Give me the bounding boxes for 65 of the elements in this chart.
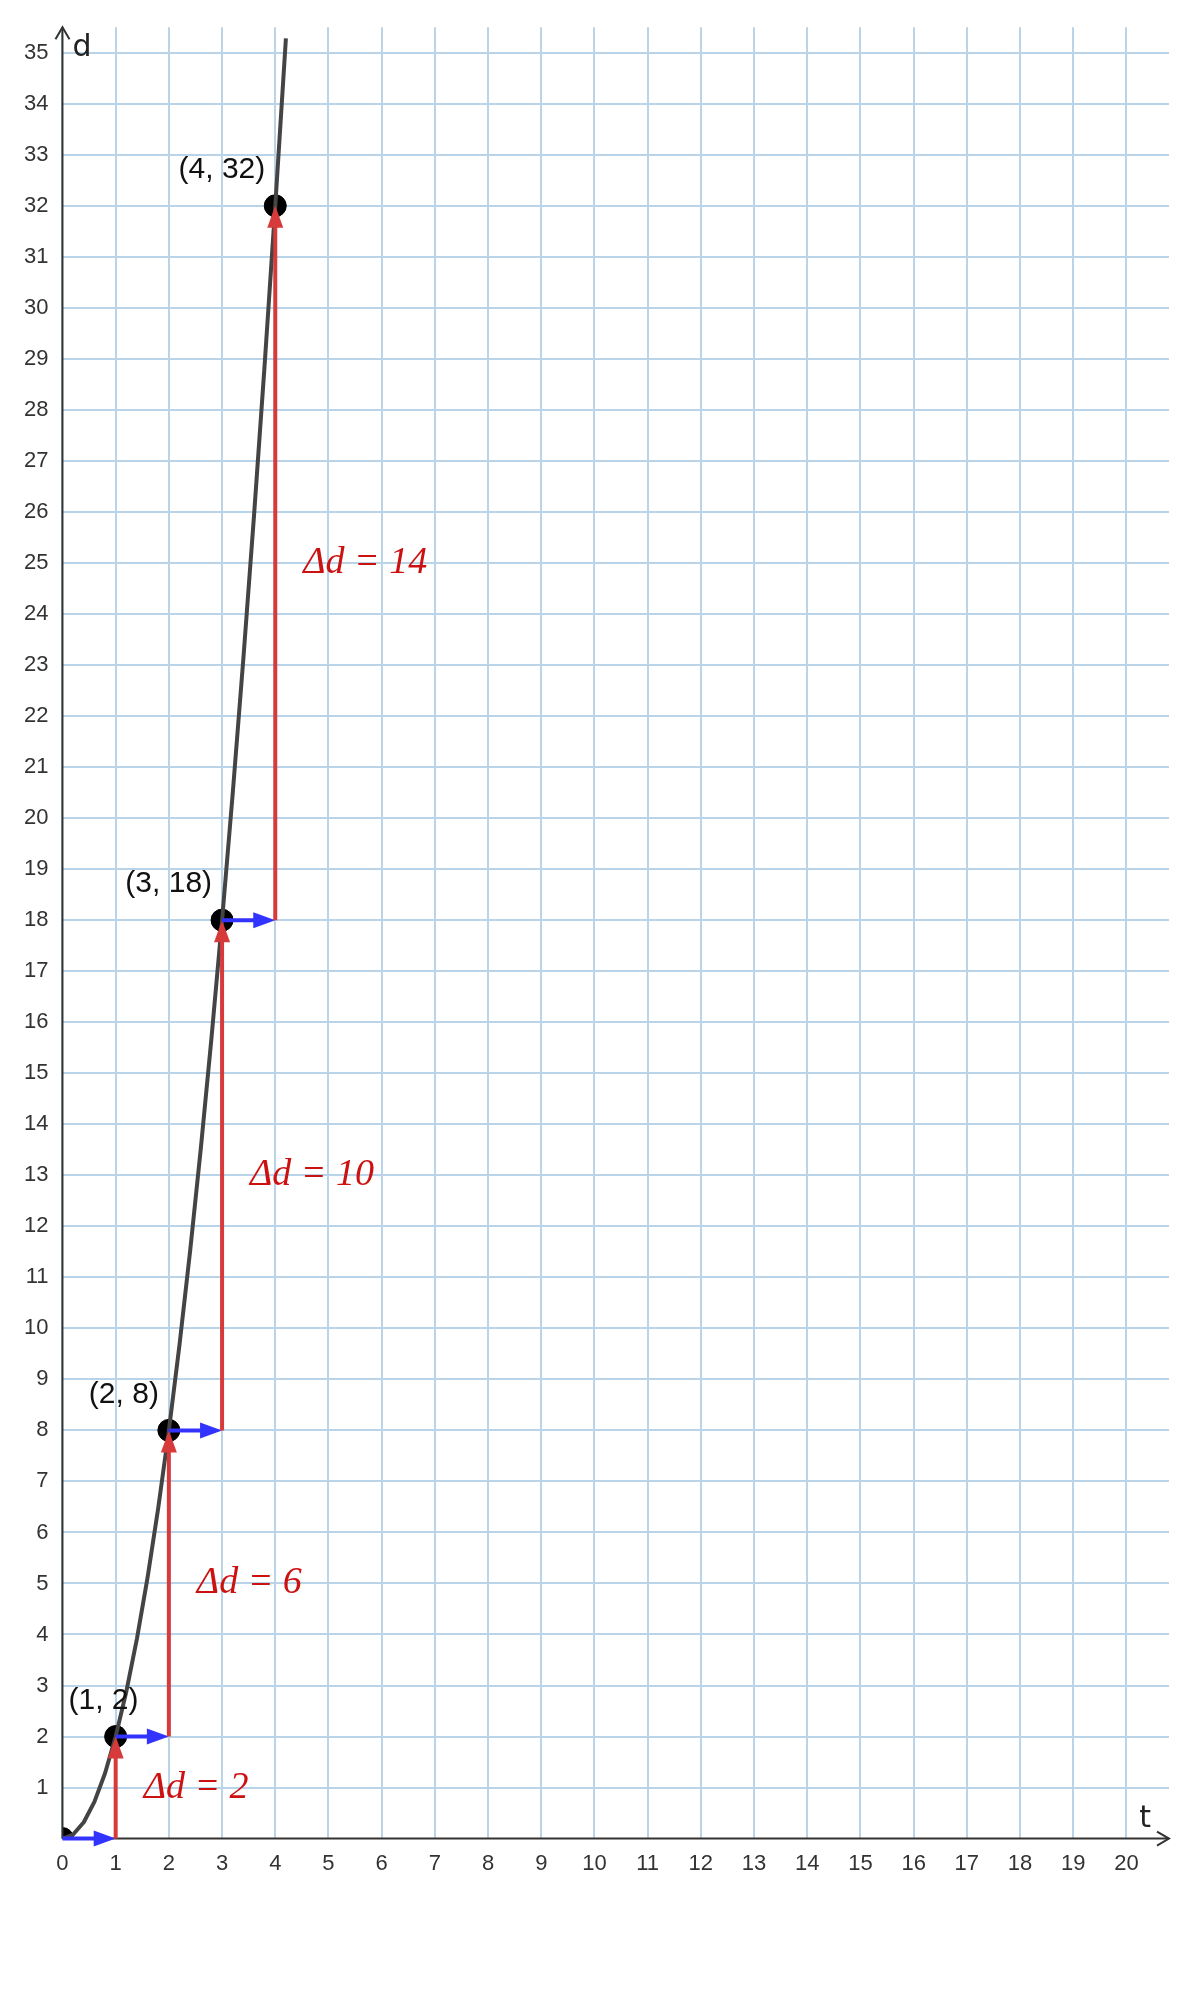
annotation: Δd = 6 — [194, 1559, 302, 1602]
y-tick-label: 10 — [23, 1314, 49, 1340]
y-tick-label: 21 — [23, 753, 49, 779]
y-tick-label: 4 — [36, 1620, 49, 1646]
y-tick-label: 3 — [36, 1671, 49, 1697]
annotation: (4, 32) — [178, 151, 266, 185]
x-tick-label: 3 — [215, 1849, 229, 1875]
y-tick-label: 28 — [23, 395, 49, 421]
x-axis-title: t — [1139, 1799, 1152, 1835]
y-tick-label: 5 — [36, 1569, 49, 1595]
annotation: Δd = 2 — [141, 1763, 249, 1806]
y-tick-label: 9 — [36, 1365, 49, 1391]
x-tick-label: 10 — [582, 1849, 607, 1875]
y-tick-label: 11 — [25, 1263, 49, 1289]
x-tick-label: 13 — [741, 1849, 767, 1875]
y-tick-label: 29 — [23, 344, 49, 370]
x-tick-label: 16 — [901, 1849, 926, 1875]
annotation: (3, 18) — [125, 865, 213, 899]
y-tick-label: 2 — [36, 1722, 49, 1748]
y-tick-label: 13 — [23, 1161, 49, 1187]
y-tick-label: 32 — [23, 191, 49, 217]
x-tick-label: 14 — [795, 1849, 820, 1875]
x-tick-label: 11 — [636, 1849, 660, 1875]
y-tick-label: 19 — [23, 855, 49, 881]
y-tick-label: 12 — [23, 1212, 49, 1238]
x-tick-label: 17 — [954, 1849, 980, 1875]
y-tick-label: 17 — [23, 957, 49, 983]
x-tick-label: 5 — [322, 1849, 335, 1875]
y-tick-label: 25 — [23, 549, 49, 575]
y-tick-label: 15 — [23, 1059, 49, 1085]
x-tick-label: 12 — [688, 1849, 714, 1875]
y-tick-label: 24 — [23, 600, 49, 626]
y-tick-label: 22 — [23, 702, 49, 728]
y-tick-label: 8 — [36, 1416, 49, 1442]
y-tick-label: 33 — [23, 140, 49, 166]
x-tick-label: 20 — [1114, 1849, 1139, 1875]
y-tick-label: 30 — [23, 293, 49, 319]
y-tick-label: 35 — [23, 38, 49, 64]
y-tick-label: 16 — [23, 1008, 49, 1034]
annotation: Δd = 10 — [248, 1151, 375, 1194]
annotation: Δd = 14 — [301, 538, 428, 581]
x-tick-label: 1 — [109, 1849, 122, 1875]
y-tick-label: 1 — [36, 1773, 49, 1799]
y-tick-label: 20 — [23, 804, 49, 830]
x-tick-label: 0 — [56, 1849, 69, 1875]
y-axis-title: d — [72, 28, 92, 63]
x-tick-label: 8 — [481, 1849, 495, 1875]
y-tick-label: 6 — [36, 1518, 49, 1544]
x-tick-label: 9 — [535, 1849, 548, 1875]
x-tick-label: 2 — [162, 1849, 175, 1875]
x-tick-label: 15 — [848, 1849, 873, 1875]
x-tick-label: 4 — [269, 1849, 282, 1875]
x-tick-label: 18 — [1007, 1849, 1033, 1875]
x-tick-label: 19 — [1061, 1849, 1086, 1875]
x-tick-label: 7 — [428, 1849, 441, 1875]
y-tick-label: 23 — [23, 651, 49, 677]
annotation: (2, 8) — [88, 1375, 159, 1409]
y-tick-label: 27 — [23, 446, 49, 472]
y-tick-label: 7 — [36, 1467, 49, 1493]
y-tick-label: 18 — [23, 906, 49, 932]
y-tick-label: 31 — [23, 242, 49, 268]
y-tick-label: 34 — [23, 89, 49, 115]
y-tick-label: 26 — [23, 498, 49, 523]
x-tick-label: 6 — [375, 1849, 388, 1875]
y-tick-label: 14 — [23, 1110, 49, 1136]
